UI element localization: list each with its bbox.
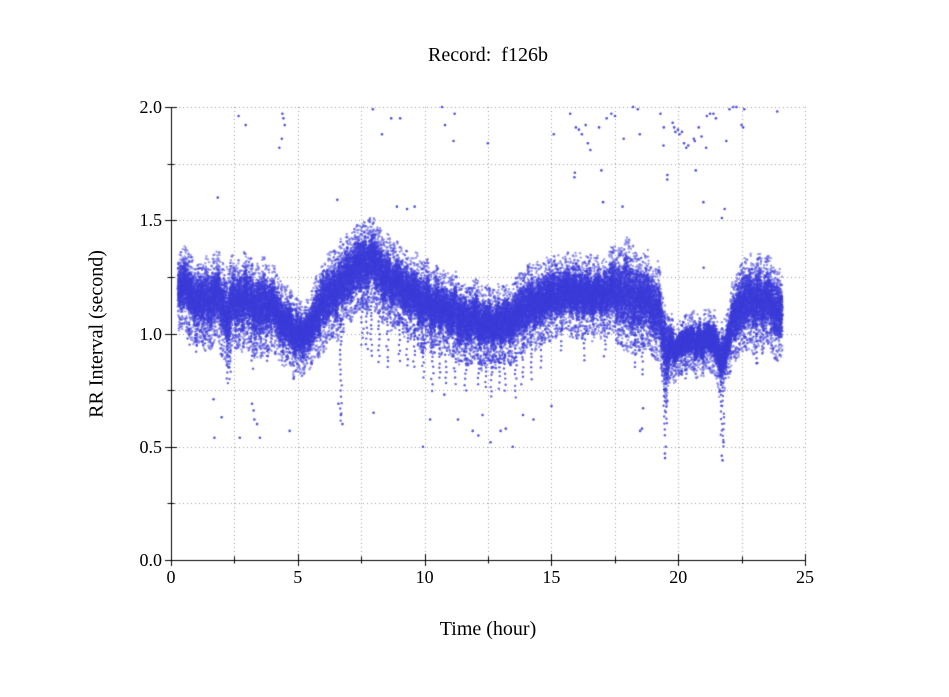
y-tick-label: 1.0 [139,323,163,344]
x-tick-label: 5 [293,567,303,587]
x-tick-label: 25 [796,567,814,587]
y-tick-label: 2.0 [139,97,163,117]
x-tick-label: 0 [166,567,176,587]
x-tick-label: 10 [415,567,434,587]
x-axis-title: Time (hour) [439,618,537,640]
y-tick-label: 0.0 [139,550,163,570]
y-tick-label: 1.5 [139,210,163,231]
y-tick-label: 0.5 [139,436,163,457]
x-tick-label: 15 [542,567,561,587]
y-axis-title: RR Interval (second) [85,250,108,418]
x-tick-label: 20 [669,567,688,587]
